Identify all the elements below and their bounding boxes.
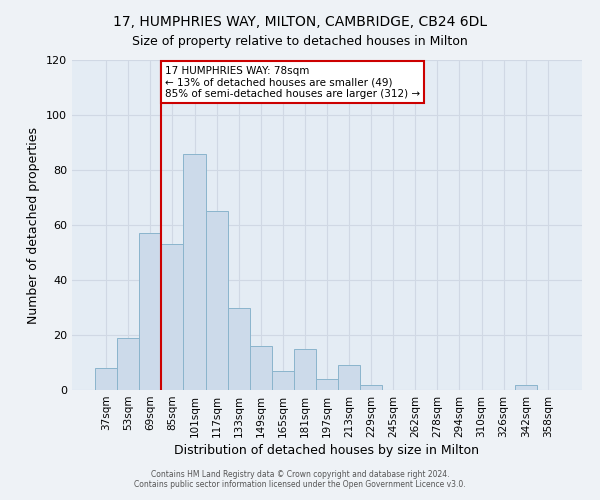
- X-axis label: Distribution of detached houses by size in Milton: Distribution of detached houses by size …: [175, 444, 479, 457]
- Bar: [206, 211, 227, 390]
- Bar: [360, 384, 382, 390]
- Bar: [117, 338, 139, 390]
- Text: Size of property relative to detached houses in Milton: Size of property relative to detached ho…: [132, 35, 468, 48]
- Bar: [95, 368, 117, 390]
- Text: 17, HUMPHRIES WAY, MILTON, CAMBRIDGE, CB24 6DL: 17, HUMPHRIES WAY, MILTON, CAMBRIDGE, CB…: [113, 15, 487, 29]
- Bar: [250, 346, 272, 390]
- Text: Contains HM Land Registry data © Crown copyright and database right 2024.
Contai: Contains HM Land Registry data © Crown c…: [134, 470, 466, 489]
- Bar: [184, 154, 206, 390]
- Bar: [294, 349, 316, 390]
- Y-axis label: Number of detached properties: Number of detached properties: [28, 126, 40, 324]
- Bar: [272, 371, 294, 390]
- Bar: [316, 379, 338, 390]
- Bar: [515, 384, 537, 390]
- Text: 17 HUMPHRIES WAY: 78sqm
← 13% of detached houses are smaller (49)
85% of semi-de: 17 HUMPHRIES WAY: 78sqm ← 13% of detache…: [165, 66, 420, 98]
- Bar: [139, 233, 161, 390]
- Bar: [338, 365, 360, 390]
- Bar: [161, 244, 184, 390]
- Bar: [227, 308, 250, 390]
